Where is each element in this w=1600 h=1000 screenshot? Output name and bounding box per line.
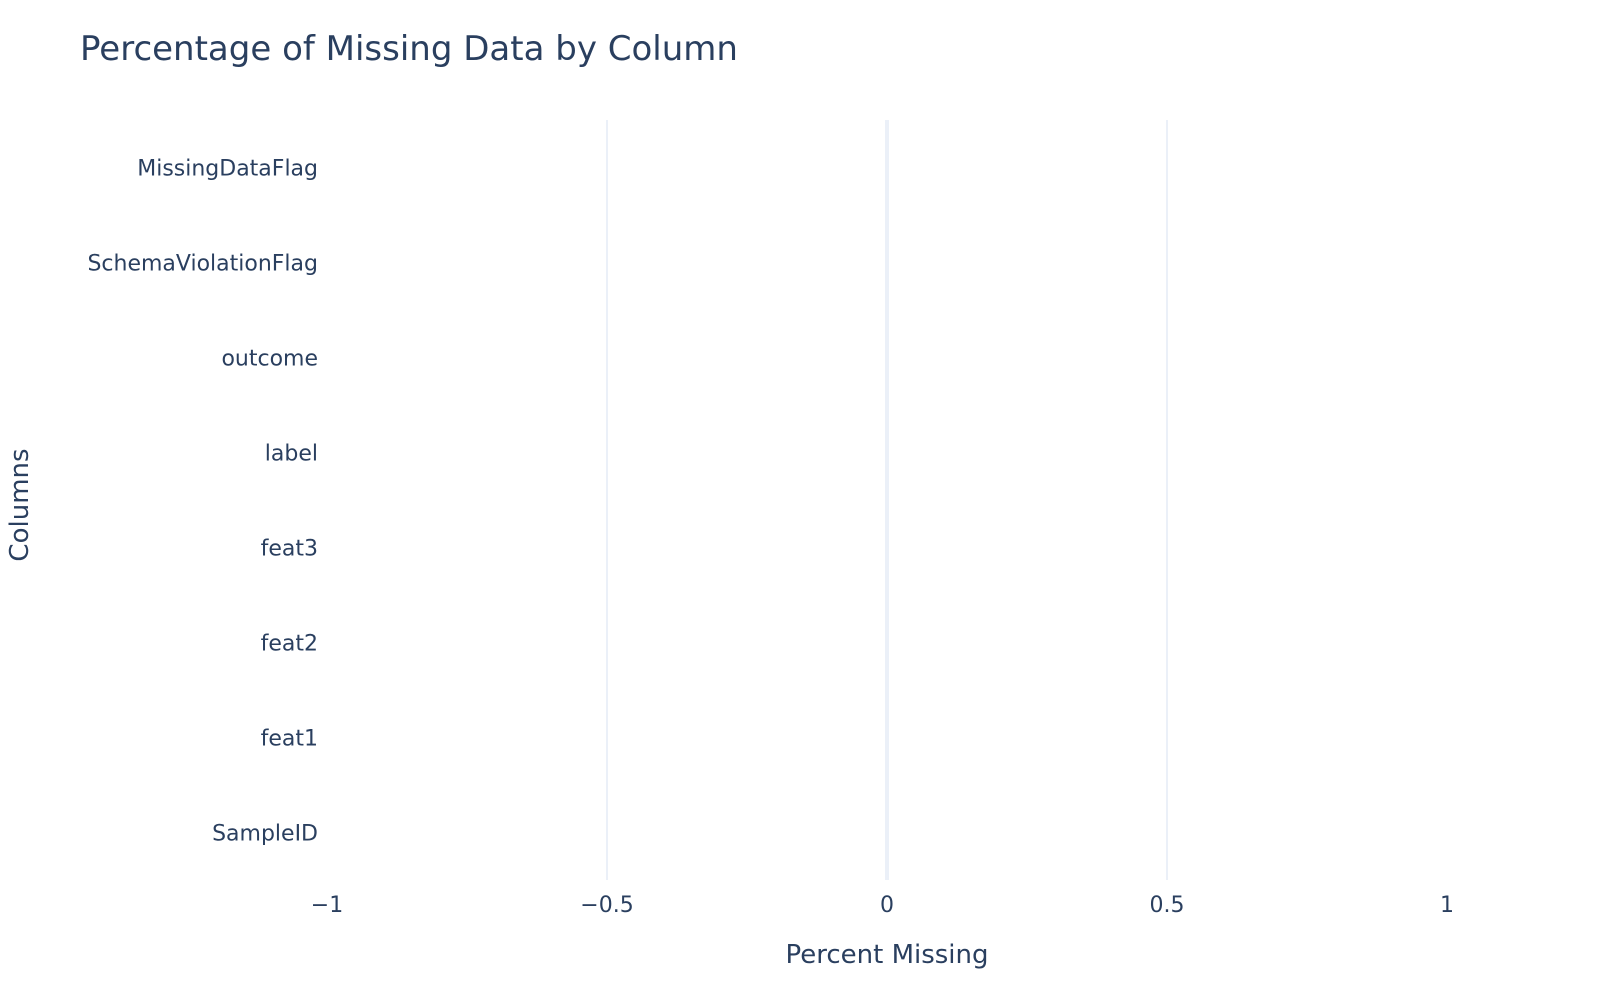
y-tick-label: MissingDataFlag [137, 157, 318, 182]
x-axis-title: Percent Missing [785, 940, 988, 970]
x-tick-label: −1 [311, 893, 343, 918]
x-tick-labels: −1 −0.5 0 0.5 1 [311, 893, 1454, 918]
y-axis-title: Columns [5, 448, 35, 561]
gridlines [606, 120, 1168, 880]
y-tick-label: outcome [221, 347, 318, 372]
x-tick-label: 1 [1440, 893, 1454, 918]
y-tick-label: SampleID [212, 822, 318, 847]
y-tick-labels: SampleID feat1 feat2 feat3 label outcome Schem… [87, 157, 318, 847]
x-tick-label: 0 [880, 893, 894, 918]
y-tick-label: SchemaViolationFlag [87, 252, 318, 277]
chart-title: Percentage of Missing Data by Column [80, 29, 738, 69]
x-tick-label: 0.5 [1150, 893, 1185, 918]
x-tick-label: −0.5 [580, 893, 633, 918]
y-tick-label: feat2 [261, 632, 318, 657]
y-tick-label: feat3 [261, 537, 318, 562]
y-tick-label: feat1 [261, 727, 318, 752]
y-tick-label: label [265, 442, 318, 467]
